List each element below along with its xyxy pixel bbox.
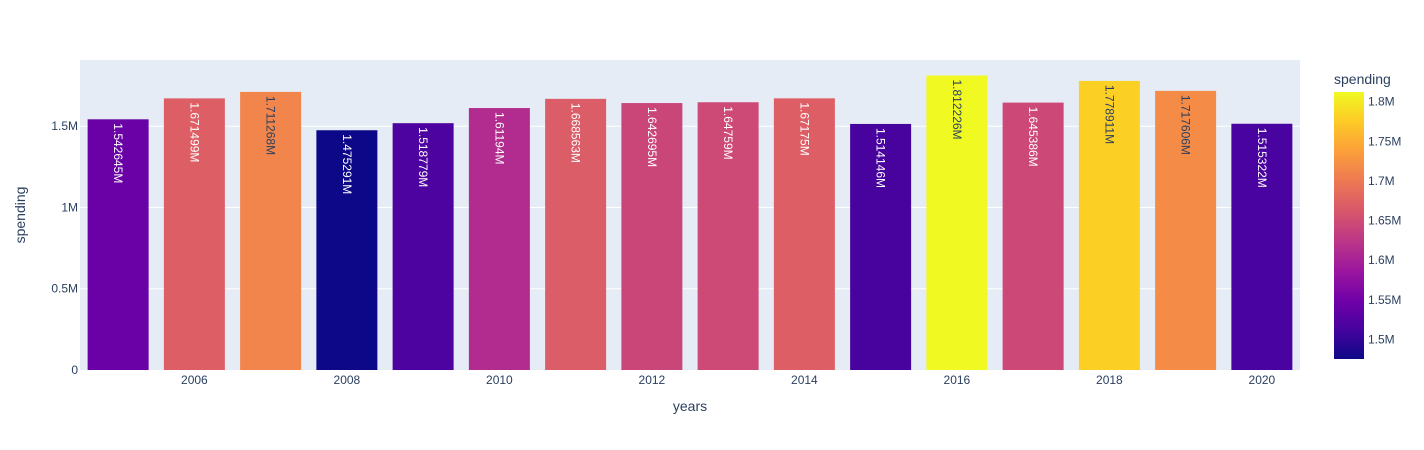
- bar-value-label: 1.64759M: [721, 106, 735, 159]
- bar-2015: [850, 123, 912, 370]
- x-tick-label: 2010: [486, 373, 513, 387]
- bar-2009: [392, 123, 454, 370]
- y-tick-label: 0: [71, 363, 78, 377]
- bar-2017: [1002, 102, 1064, 371]
- bar-value-label: 1.515322M: [1255, 128, 1269, 188]
- bar-value-label: 1.61194M: [492, 112, 506, 164]
- y-axis-title: spending: [12, 187, 28, 244]
- x-axis-ticks: 2006 2008 2010 2012 2014 2016 2018 2020: [181, 373, 1276, 387]
- bar-value-label: 1.717606M: [1179, 95, 1193, 155]
- colorbar-tick-label: 1.8M: [1368, 95, 1395, 109]
- x-axis-title: years: [673, 398, 707, 414]
- bar-2008: [316, 130, 378, 370]
- colorbar-tick-label: 1.7M: [1368, 174, 1395, 188]
- bar-value-label: 1.668563M: [569, 103, 583, 163]
- bar-2018: [1078, 80, 1140, 371]
- x-tick-label: 2014: [791, 373, 818, 387]
- bar-2007: [240, 91, 302, 370]
- bar-2010: [468, 108, 530, 370]
- colorbar-tick-label: 1.6M: [1368, 253, 1395, 267]
- bar-value-label: 1.812226M: [950, 79, 964, 139]
- x-tick-label: 2018: [1096, 373, 1123, 387]
- x-tick-label: 2020: [1249, 373, 1276, 387]
- bar-value-label: 1.778911M: [1102, 85, 1116, 144]
- colorbar-tick-label: 1.55M: [1368, 293, 1401, 307]
- bar-2005: [87, 119, 149, 371]
- x-tick-label: 2006: [181, 373, 208, 387]
- colorbar-ticks: 1.5M 1.55M 1.6M 1.65M 1.7M 1.75M 1.8M: [1368, 95, 1401, 347]
- bar-value-label: 1.542645M: [111, 123, 125, 183]
- bar-2006: [163, 98, 225, 370]
- bar-value-label: 1.518779M: [416, 127, 430, 187]
- bar-value-label: 1.671499M: [187, 102, 201, 162]
- bars: [87, 75, 1293, 371]
- colorbar-title: spending: [1334, 71, 1391, 87]
- y-tick-label: 1M: [61, 200, 78, 214]
- bar-2020: [1231, 123, 1293, 371]
- colorbar-tick-label: 1.75M: [1368, 134, 1401, 148]
- bar-2013: [697, 102, 759, 370]
- y-axis-ticks: 0 0.5M 1M 1.5M: [51, 119, 78, 377]
- x-tick-label: 2008: [334, 373, 361, 387]
- x-tick-label: 2016: [944, 373, 971, 387]
- bar-value-label: 1.711268M: [264, 96, 278, 155]
- colorbar-tick-label: 1.65M: [1368, 214, 1401, 228]
- bar-2011: [545, 98, 607, 370]
- bar-value-label: 1.514146M: [874, 128, 888, 188]
- y-tick-label: 0.5M: [51, 282, 78, 296]
- bar-2014: [773, 98, 835, 370]
- colorbar-tick-label: 1.5M: [1368, 332, 1395, 346]
- bar-value-label: 1.645386M: [1026, 107, 1040, 167]
- colorbar: spending 1.5M 1.55M 1.6M 1.65M 1.7M 1.75M 1.8M: [1334, 71, 1401, 359]
- bar-2012: [621, 103, 683, 370]
- bar-labels: 1.542645M 1.671499M 1.711268M 1.475291M 1.51…: [111, 79, 1269, 194]
- bar-2019: [1155, 90, 1217, 370]
- bar-2016: [926, 75, 988, 371]
- colorbar-gradient: [1334, 92, 1364, 359]
- y-tick-label: 1.5M: [51, 119, 78, 133]
- bar-value-label: 1.475291M: [340, 134, 354, 194]
- x-tick-label: 2012: [639, 373, 666, 387]
- bar-value-label: 1.67175M: [797, 102, 811, 155]
- bar-value-label: 1.642695M: [645, 107, 659, 167]
